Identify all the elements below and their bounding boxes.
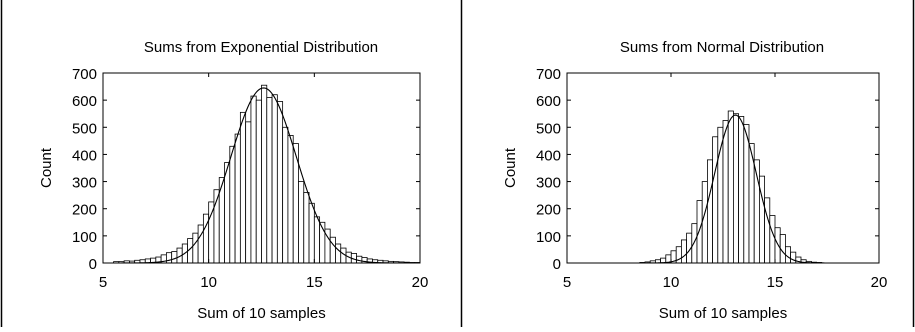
chart2-y-tick-label: 200 (536, 202, 561, 219)
chart1-plot-frame (102, 72, 421, 264)
chart1-bar (229, 145, 236, 264)
chart2-bar (696, 200, 703, 264)
chart1-bar (287, 135, 294, 264)
chart2-x-axis-label: Sum of 10 samples (659, 305, 787, 322)
chart2-bar (743, 124, 750, 264)
chart1-y-tick-label: 0 (89, 256, 97, 273)
chart1-y-tick-label: 500 (72, 120, 97, 137)
chart1-bar (255, 99, 262, 264)
chart1-x-tick-label: 5 (99, 274, 107, 291)
chart2-bar (738, 116, 745, 264)
chart2-x-tick-label: 15 (767, 274, 784, 291)
chart1-title: Sums from Exponential Distribution (144, 39, 378, 56)
chart1-bar (197, 224, 204, 264)
chart1-x-tick-label: 10 (200, 274, 217, 291)
chart1-bar (165, 252, 173, 264)
chart1-bar (303, 192, 310, 264)
chart2-bar (712, 136, 719, 264)
chart1-bar (245, 121, 252, 264)
chart2-title: Sums from Normal Distribution (620, 39, 824, 56)
chart1-bar (335, 243, 342, 264)
chart1-fit-curve (103, 87, 420, 264)
chart2-bar (707, 159, 714, 264)
chart1-x-tick-label: 20 (412, 274, 429, 291)
chart2-bar (769, 215, 776, 264)
chart1-bar (298, 181, 305, 264)
chart1-bar (271, 94, 278, 264)
chart2-bar (691, 223, 698, 264)
chart2-y-tick-label: 0 (553, 256, 561, 273)
chart2-x-tick-label: 20 (871, 274, 888, 291)
chart2-y-tick-label: 500 (536, 120, 561, 137)
chart1-bar (234, 133, 241, 264)
chart1-y-tick-label: 300 (72, 175, 97, 192)
chart1-bar (250, 95, 257, 264)
chart2-x-tick-label: 10 (663, 274, 680, 291)
chart1-y-tick-label: 600 (72, 93, 97, 110)
chart1-bar (208, 201, 215, 264)
chart1-bar (276, 101, 284, 264)
chart2-bar (790, 251, 797, 264)
chart2-y-tick-label: 400 (536, 147, 561, 164)
chart2-bar (727, 110, 734, 264)
chart2-bar (764, 197, 771, 264)
chart1-bar (266, 97, 273, 264)
chart2-bar (722, 120, 729, 264)
chart1-bar (313, 216, 321, 264)
chart1-bar (171, 251, 178, 264)
chart2-x-tick-label: 5 (563, 274, 571, 291)
chart1-bar (239, 111, 247, 264)
chart1-y-axis-label: Count (38, 147, 55, 188)
chart2-y-tick-label: 700 (536, 66, 561, 83)
chart2-plot-frame (566, 72, 880, 264)
chart2-y-tick-label: 600 (536, 93, 561, 110)
chart2-y-tick-label: 100 (536, 229, 561, 246)
chart1-y-tick-label: 100 (72, 229, 97, 246)
chart1-y-tick-label: 700 (72, 66, 97, 83)
chart1-y-tick-label: 400 (72, 147, 97, 164)
chart1-x-axis-label: Sum of 10 samples (197, 305, 325, 322)
chart2-bar (701, 181, 708, 264)
chart1-bar (282, 126, 289, 264)
chart1-bar (308, 202, 315, 264)
chart2-bar (774, 227, 781, 264)
chart1-bar (192, 232, 199, 264)
chart1-bar (224, 162, 231, 264)
chart2-y-tick-label: 300 (536, 175, 561, 192)
chart1-bar (261, 84, 268, 264)
chart2-bar (681, 239, 688, 264)
chart1-y-tick-label: 200 (72, 202, 97, 219)
chart1-x-tick-label: 15 (306, 274, 323, 291)
chart2-y-axis-label: Count (502, 147, 519, 188)
chart2-bar (733, 113, 740, 264)
